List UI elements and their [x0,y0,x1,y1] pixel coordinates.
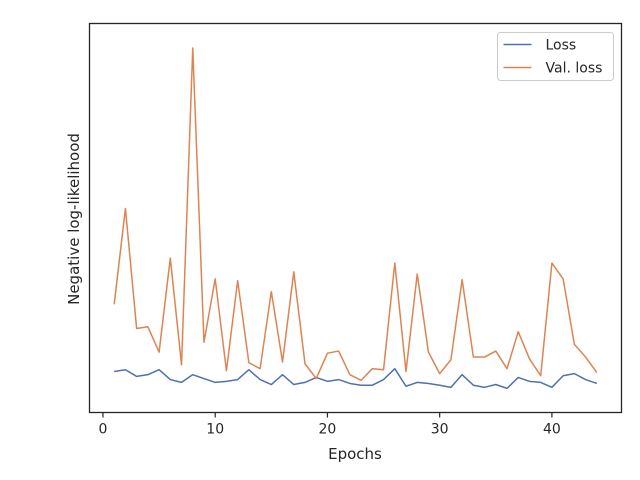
x-axis-label: Epochs [328,445,382,463]
legend-label-val-loss: Val. loss [546,61,603,77]
x-tick-label: 0 [99,422,108,438]
series-line-loss [114,367,598,390]
y-axis-label: Negative log-likelihood [65,133,83,305]
legend: Loss Val. loss [497,32,614,81]
plot-frame [88,22,623,414]
legend-label-loss: Loss [546,38,577,54]
series-line-val-loss [113,47,598,382]
x-tick-label: 20 [319,422,337,438]
x-tick-label: 30 [431,422,449,438]
x-axis-ticks: 0 10 20 30 40 [99,412,561,438]
x-tick-label: 10 [206,422,224,438]
x-tick-label: 40 [543,422,561,438]
series-lines [113,47,598,390]
